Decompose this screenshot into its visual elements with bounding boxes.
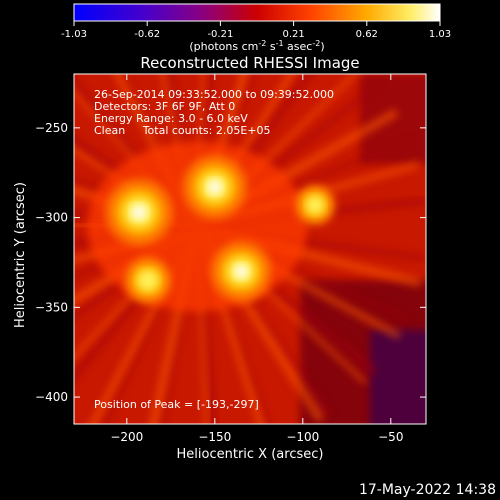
y-axis-label: Heliocentric Y (arcsec) xyxy=(13,182,28,328)
annotation-peak: Position of Peak = [-193,-297] xyxy=(94,398,259,411)
lower-right-corner-dark xyxy=(370,330,426,424)
x-tick-label: −50 xyxy=(378,430,403,444)
source-peak xyxy=(207,179,223,195)
source-core xyxy=(137,269,159,291)
colorbar-tick-label: 0.62 xyxy=(356,29,378,40)
source-peak xyxy=(234,264,249,279)
colorbar-tick-label: 0.21 xyxy=(282,29,304,40)
footer-timestamp: 17-May-2022 14:38 xyxy=(359,482,496,498)
plot-frame xyxy=(73,73,427,425)
colorbar-tick-label: -0.62 xyxy=(134,29,160,40)
x-tick-label: −100 xyxy=(286,430,319,444)
x-tick-label: −150 xyxy=(198,430,231,444)
y-axis: −250 −300 −350 −400 xyxy=(35,121,426,404)
y-tick-label: −400 xyxy=(35,390,68,404)
colorbar-unit-label: (photons cm-2 s-1 asec-2) xyxy=(189,39,324,53)
colorbar-tick-label: 1.03 xyxy=(429,29,451,40)
emission-sources xyxy=(87,141,336,312)
annotation-detectors: Detectors: 3F 6F 9F, Att 0 xyxy=(94,100,235,113)
colorbar: -1.03 -0.62 -0.21 0.21 0.62 1.03 (photons cm-… xyxy=(61,3,451,53)
y-tick-label: −300 xyxy=(35,211,68,225)
y-tick-label: −250 xyxy=(35,121,68,135)
x-tick-label: −200 xyxy=(110,430,143,444)
x-axis-label: Heliocentric X (arcsec) xyxy=(177,447,324,462)
x-axis: −200 −150 −100 −50 xyxy=(110,74,403,444)
annotation-time-range: 26-Sep-2014 09:33:52.000 to 09:39:52.000 xyxy=(94,88,334,101)
source-core xyxy=(306,196,325,215)
source-peak xyxy=(131,204,148,221)
colorbar-gradient xyxy=(73,3,441,22)
colorbar-tick-label: -0.21 xyxy=(207,29,233,40)
colorbar-tick-label: -1.03 xyxy=(61,29,87,40)
annotations: 26-Sep-2014 09:33:52.000 to 09:39:52.000… xyxy=(94,88,334,411)
y-tick-label: −350 xyxy=(35,300,68,314)
colorbar-ticks: -1.03 -0.62 -0.21 0.21 0.62 1.03 xyxy=(61,21,451,40)
plot-area xyxy=(74,74,426,424)
chart-title: Reconstructed RHESSI Image xyxy=(140,54,359,72)
annotation-energy: Energy Range: 3.0 - 6.0 keV xyxy=(94,112,248,125)
annotation-method: Clean Total counts: 2.05E+05 xyxy=(94,124,271,137)
